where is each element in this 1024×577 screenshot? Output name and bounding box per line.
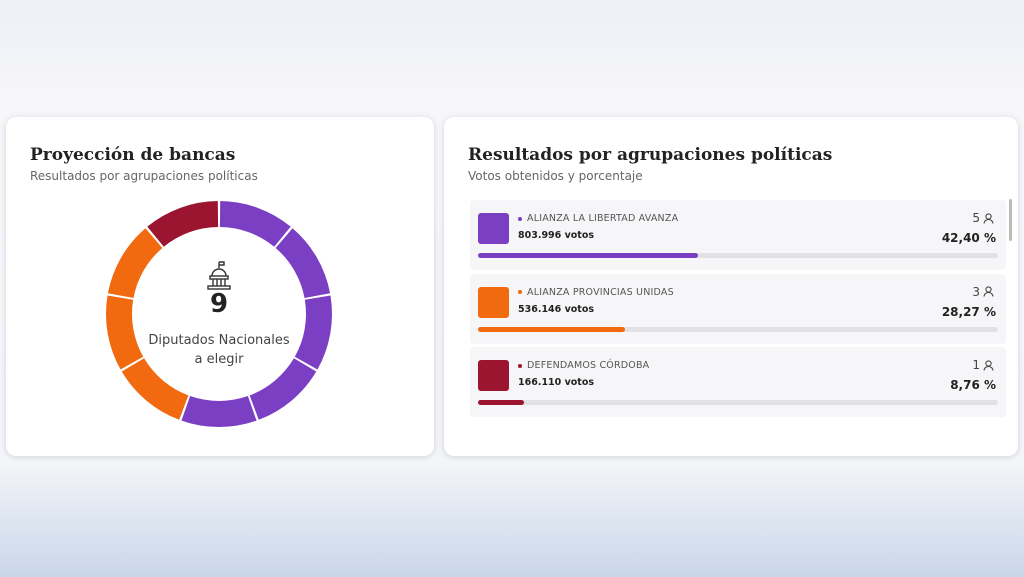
percent-track	[478, 326, 998, 332]
percent-bar	[478, 400, 524, 405]
seat-segment	[106, 295, 144, 370]
party-percent: 8,76 %	[950, 378, 996, 392]
card-title: Resultados por agrupaciones políticas	[468, 145, 833, 165]
results-card: Resultados por agrupaciones políticas Vo…	[444, 117, 1018, 456]
card-title: Proyección de bancas	[30, 145, 236, 165]
seat-segment	[107, 228, 163, 298]
party-percent: 28,27 %	[941, 304, 996, 319]
party-logo	[478, 286, 509, 318]
party-logo	[478, 213, 509, 244]
percent-bar	[478, 326, 625, 332]
party-row[interactable]: ALIANZA PROVINCIAS UNIDAS 536.146 votos 3 2…	[470, 273, 1006, 344]
seat-segment	[121, 358, 189, 420]
seat-segment	[249, 358, 317, 420]
party-name: ALIANZA LA LIBERTAD AVANZA	[518, 213, 678, 224]
party-logo	[478, 360, 509, 391]
seat-segment	[147, 201, 219, 247]
party-percent: 42,40 %	[941, 231, 996, 245]
percent-track	[478, 253, 998, 258]
party-seats: 5	[972, 211, 994, 225]
party-seats: 1	[972, 358, 994, 372]
percent-bar	[478, 253, 699, 258]
percent-track	[478, 400, 998, 405]
person-icon	[983, 359, 994, 371]
party-votes: 803.996 votos	[518, 230, 595, 241]
card-subtitle: Resultados por agrupaciones políticas	[30, 169, 258, 183]
person-icon	[983, 212, 994, 224]
party-name: DEFENDAMOS CÓRDOBA	[518, 360, 649, 371]
seat-segment	[275, 228, 331, 298]
party-name: ALIANZA PROVINCIAS UNIDAS	[518, 287, 674, 298]
seats-card: Proyección de bancas Resultados por agru…	[6, 117, 434, 456]
seat-donut: 9 Diputados Nacionales a elegir	[106, 201, 333, 427]
seats-total: 9	[210, 289, 228, 319]
party-row[interactable]: ALIANZA LA LIBERTAD AVANZA 803.996 votos 5…	[470, 200, 1006, 270]
seat-segment	[219, 201, 291, 247]
party-seats: 3	[972, 285, 994, 299]
seat-segment	[181, 396, 257, 427]
scrollbar[interactable]	[1009, 199, 1012, 241]
seat-count: 3	[972, 284, 980, 299]
seats-label: a elegir	[195, 352, 245, 367]
seat-count: 5	[972, 211, 980, 225]
seat-segment	[294, 295, 333, 370]
party-votes: 166.110 votos	[518, 377, 595, 388]
seat-count: 1	[972, 358, 980, 372]
capitol-icon	[207, 261, 231, 290]
person-icon	[983, 286, 994, 297]
seats-label: Diputados Nacionales	[148, 333, 290, 348]
card-subtitle: Votos obtenidos y porcentaje	[468, 169, 643, 183]
party-row[interactable]: DEFENDAMOS CÓRDOBA 166.110 votos 1 8,76 %	[470, 347, 1006, 417]
party-votes: 536.146 votos	[518, 303, 595, 315]
